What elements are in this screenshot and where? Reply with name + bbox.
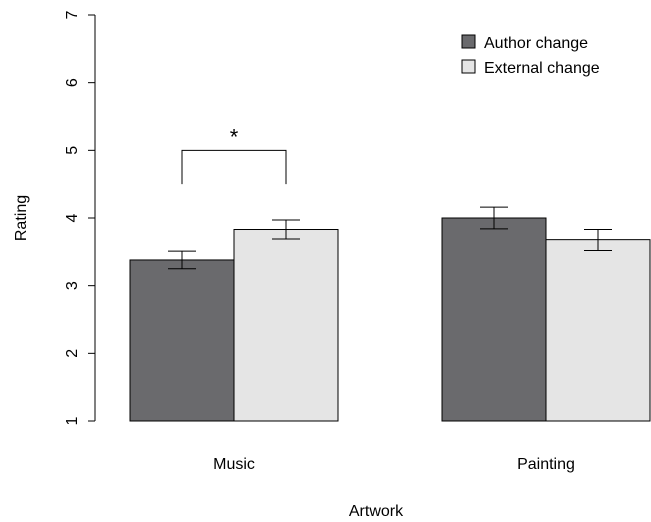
- significance-bracket: [181, 149, 287, 185]
- error-bar: [480, 206, 508, 230]
- y-axis-label: Rating: [13, 195, 30, 241]
- legend-label: Author change: [484, 35, 588, 52]
- error-bar: [272, 219, 300, 240]
- y-tick-label: 7: [64, 10, 81, 19]
- y-tick-label: 6: [64, 78, 81, 87]
- x-tick-label: Music: [213, 456, 255, 473]
- y-tick-label: 4: [64, 213, 81, 222]
- legend: Author change External change: [461, 34, 600, 77]
- bar-painting-author: [441, 217, 547, 422]
- y-tick-label: 1: [64, 416, 81, 425]
- significance-star: *: [230, 124, 239, 149]
- error-bar: [168, 250, 196, 270]
- legend-swatch: [461, 59, 476, 74]
- y-tick-label: 3: [64, 281, 81, 290]
- legend-label: External change: [484, 60, 600, 77]
- y-axis: 1 2 3 4 5 6 7: [64, 10, 96, 425]
- x-tick-label: Painting: [517, 456, 575, 473]
- bar-music-author: [129, 259, 235, 422]
- x-axis-label: Artwork: [349, 503, 404, 520]
- bar-painting-external: [545, 239, 651, 422]
- legend-swatch: [461, 34, 476, 49]
- error-bar: [584, 229, 612, 251]
- y-tick-label: 2: [64, 349, 81, 358]
- bar-music-external: [233, 229, 339, 422]
- y-tick-label: 5: [64, 146, 81, 155]
